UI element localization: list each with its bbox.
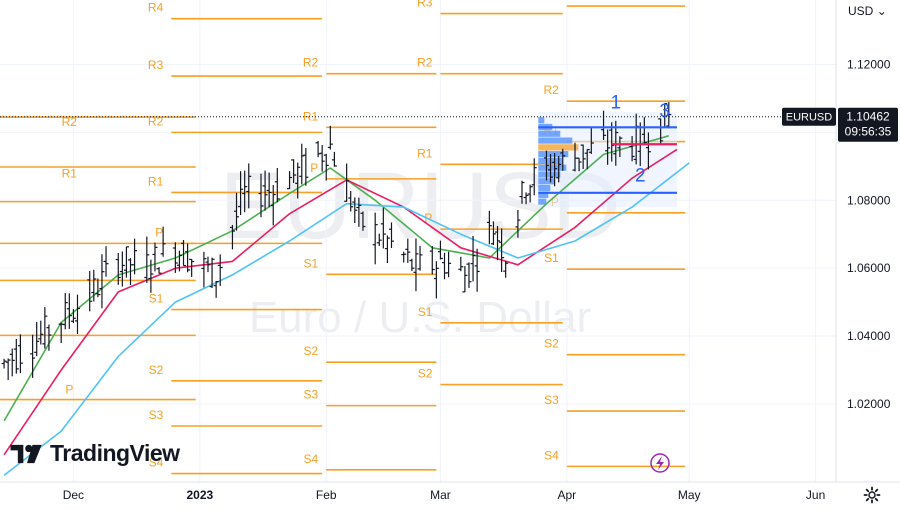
tradingview-logo: TradingView bbox=[10, 440, 180, 467]
pivot-label: S1 bbox=[418, 305, 433, 319]
pivot-label: S4 bbox=[149, 456, 164, 470]
pivot-label: S2 bbox=[149, 363, 164, 377]
pivot-label: S1 bbox=[304, 256, 319, 270]
pivot-label: S3 bbox=[544, 393, 559, 407]
price-tag-bg bbox=[838, 107, 898, 142]
pivot-label: R3 bbox=[148, 58, 164, 72]
moving-average-line bbox=[3, 162, 690, 476]
wave-label: 3 bbox=[659, 101, 670, 122]
lightning-icon[interactable] bbox=[650, 453, 670, 473]
pivot-label: S3 bbox=[304, 388, 319, 402]
pivot-label: R1 bbox=[148, 174, 164, 188]
chevron-down-icon: ⌄ bbox=[876, 4, 887, 18]
currency-selector[interactable]: USD ⌄ bbox=[848, 4, 887, 18]
volume-profile-row bbox=[538, 198, 547, 205]
price-tick-label: 1.06000 bbox=[847, 261, 891, 275]
time-tick-label: Dec bbox=[63, 488, 84, 502]
time-tick-label: May bbox=[678, 488, 701, 502]
pivot-label: R2 bbox=[417, 56, 433, 70]
price-tag-countdown: 09:56:35 bbox=[845, 125, 892, 139]
volume-profile-row bbox=[538, 137, 573, 144]
time-tick-label: Mar bbox=[430, 488, 451, 502]
price-tick-label: 1.02000 bbox=[847, 397, 891, 411]
pivot-label: R1 bbox=[303, 109, 319, 123]
pivot-label: P bbox=[310, 161, 318, 175]
annotations: 1 2 3 bbox=[0, 93, 836, 194]
pivot-label: R4 bbox=[148, 1, 164, 15]
price-axis[interactable]: 1.120001.100001.080001.060001.040001.020… bbox=[835, 0, 891, 482]
watermark-description: Euro / U.S. Dollar bbox=[249, 293, 591, 342]
volume-profile-row bbox=[538, 191, 549, 198]
pivot-label: R3 bbox=[417, 0, 433, 10]
price-tick-label: 1.08000 bbox=[847, 193, 891, 207]
pivot-label: S3 bbox=[149, 408, 164, 422]
volume-profile-row bbox=[538, 178, 555, 185]
symbol-tag-text: EURUSD bbox=[786, 112, 833, 124]
pivot-label: R2 bbox=[303, 56, 319, 70]
symbol-tag-bg bbox=[782, 107, 836, 126]
time-tick-label: Jun bbox=[806, 488, 825, 502]
wave-label: 2 bbox=[635, 166, 646, 187]
pivot-label: S2 bbox=[304, 344, 319, 358]
brand-name: TradingView bbox=[50, 440, 180, 466]
pivot-label: R2 bbox=[62, 115, 78, 129]
price-bars bbox=[1, 102, 672, 381]
volume-profile-row bbox=[538, 144, 579, 151]
volume-profile-row bbox=[538, 117, 545, 124]
pivot-label: P bbox=[155, 225, 163, 239]
pivot-label: R3 bbox=[544, 0, 560, 2]
pivot-label: S1 bbox=[149, 292, 164, 306]
pivot-label: R1 bbox=[417, 146, 433, 160]
volume-profile-row bbox=[538, 184, 551, 192]
time-tick-label: Feb bbox=[316, 488, 337, 502]
time-axis[interactable]: Dec 2023 Feb Mar Apr May Jun bbox=[0, 481, 900, 502]
price-tick-label: 1.12000 bbox=[847, 57, 891, 71]
time-tick-label: Apr bbox=[558, 488, 577, 502]
pivot-label: S4 bbox=[304, 452, 319, 466]
pivot-label: R2 bbox=[544, 83, 560, 97]
time-tick-label: 2023 bbox=[186, 488, 213, 502]
volume-profile-row bbox=[538, 130, 561, 137]
pivot-label: S4 bbox=[544, 448, 559, 462]
wave-label: 1 bbox=[610, 93, 621, 114]
price-tick-label: 1.04000 bbox=[847, 329, 891, 343]
tradingview-logo-icon bbox=[10, 444, 42, 463]
pivot-label: S2 bbox=[418, 367, 433, 381]
volume-profile-row bbox=[538, 151, 569, 158]
pivot-label: S1 bbox=[544, 251, 559, 265]
price-tag-value: 1.10462 bbox=[846, 110, 890, 124]
volume-profile-row bbox=[538, 171, 561, 178]
chart-grid bbox=[0, 0, 836, 482]
currency-label: USD bbox=[848, 4, 874, 18]
gear-icon[interactable] bbox=[863, 486, 881, 504]
pivot-label: R1 bbox=[62, 166, 78, 180]
volume-profile-row bbox=[538, 164, 567, 171]
pivot-label: S2 bbox=[544, 337, 559, 351]
pivot-label: P bbox=[65, 383, 73, 397]
